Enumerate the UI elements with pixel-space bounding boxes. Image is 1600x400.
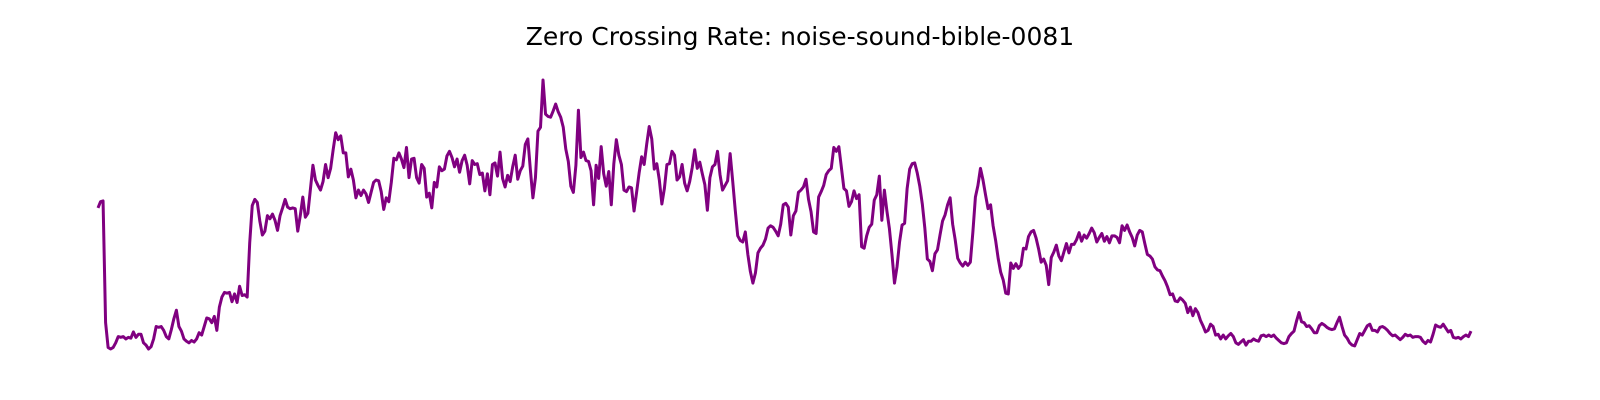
series-line-0	[96, 78, 1473, 351]
series-group	[96, 78, 1473, 351]
chart-title: Zero Crossing Rate: noise-sound-bible-00…	[525, 22, 1075, 51]
